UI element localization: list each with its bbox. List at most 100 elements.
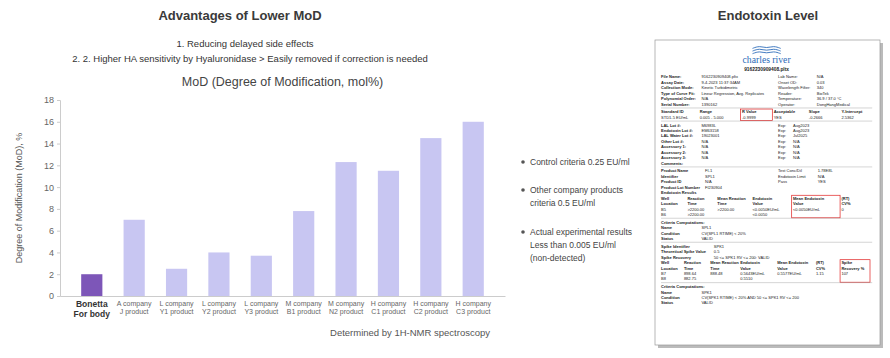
report-cell: -0.2666 <box>809 115 823 120</box>
report-cell: 0.5 <box>714 249 720 254</box>
report-cell: Temperature: <box>778 96 802 101</box>
chart-title: MoD (Degree of Modification, mol%) <box>182 75 383 89</box>
report-cell: N/A <box>701 139 708 144</box>
advantage-item: 2. 2. Higher HA sensitivity by Hyaluroni… <box>72 53 428 64</box>
report-cell: STD1-5 EU/mL <box>661 115 689 120</box>
tick-label-line: L company <box>160 300 194 308</box>
report-cell: Jul2025 <box>793 133 808 138</box>
report-cell: Theoretical Spike Value <box>661 249 707 254</box>
logo: charles river <box>743 54 792 65</box>
report-cell: Reader: <box>778 91 792 96</box>
report-cell: CV(SPL1 RTIME) < 20% <box>701 231 746 236</box>
report-cell: Accessory 1: <box>661 144 686 149</box>
report-cell: FI230904 <box>705 185 723 190</box>
report-header: (RT) <box>841 196 850 201</box>
report-cell: Endotoxin Lot #: <box>661 128 693 133</box>
report-cell: N/A <box>817 74 824 79</box>
report-cell: Pass <box>778 179 787 184</box>
report-cell: 9162230909408.pltx <box>701 74 738 79</box>
report-cell: SPL1 <box>705 174 716 179</box>
report-cell: Endotoxin Results <box>661 190 697 195</box>
report-cell: Accessory 3: <box>661 155 686 160</box>
report-cell: Product Name <box>661 168 689 173</box>
y-tick: 2 <box>49 270 60 280</box>
report-cell: YES <box>818 179 826 184</box>
x-tick: BonettaFor body <box>74 299 111 319</box>
report-header: Slope <box>809 109 821 114</box>
report-header: Reaction <box>684 260 702 265</box>
report: charles river 9162230909408.pltx File Name… <box>661 47 872 306</box>
report-cell: N/A <box>705 179 712 184</box>
report-header: Endotoxin <box>753 196 773 201</box>
report-header: Time <box>687 201 697 206</box>
x-tick: L companyY1 product <box>160 300 194 316</box>
report-header: Value <box>777 266 788 271</box>
tick-mark <box>57 252 60 253</box>
report-cell: Condition <box>661 295 680 300</box>
report-header: Reaction <box>687 196 705 201</box>
report-cell: File Name: <box>661 74 681 79</box>
report-cell: SPK1 <box>714 244 725 249</box>
tick-label: L companyY1 product <box>160 300 194 316</box>
report-cell: Operator: <box>778 102 795 107</box>
report-cell: Product Lot Number <box>661 185 700 190</box>
tick-label-line: M company <box>286 300 323 308</box>
bar <box>335 162 356 296</box>
y-tick: 6 <box>49 226 60 236</box>
report-cell: 0.03 <box>817 80 826 85</box>
report-header: CV% <box>841 201 851 206</box>
tick-label: M companyN2 product <box>328 300 365 316</box>
report-header: Y-Intercept <box>841 109 862 114</box>
report-header: Location <box>661 266 678 271</box>
separator <box>661 107 872 108</box>
report-box <box>655 40 880 345</box>
bar <box>251 256 272 296</box>
report-cell: Polynomial Order: <box>661 96 696 101</box>
report-cell: Status <box>661 236 674 241</box>
bullet-dot <box>521 230 525 234</box>
heading: Endotoxin Level <box>718 8 818 23</box>
tick-label: L companyY2 product <box>202 300 236 316</box>
report-cell: Criteria Computations: <box>661 284 705 289</box>
report-cell: Exp: <box>778 155 786 160</box>
report-cell: >2200.00 <box>717 207 735 212</box>
report-cell: M6983L <box>701 123 716 128</box>
y-tick: 18 <box>44 95 60 105</box>
tick-label: 4 <box>49 248 54 258</box>
report-header: Mean Endotoxin <box>793 196 825 201</box>
report-cell: 0.005 - 5.000 <box>700 115 725 120</box>
tick-label-line: Bonetta <box>76 299 108 309</box>
tick-label: 12 <box>44 161 54 171</box>
tick-label-line: M company <box>328 300 365 308</box>
report-cell: Status <box>661 300 674 305</box>
report-cell: 19023001 <box>701 133 720 138</box>
report-cell: 882.75 <box>684 276 697 281</box>
logo-wave <box>753 47 781 49</box>
report-cell: B6 <box>661 212 667 217</box>
report-header: Time <box>684 266 694 271</box>
report-header: Recovery % <box>841 266 864 271</box>
bullet-text: Control criteria 0.25 EU/ml <box>530 157 630 167</box>
report-cell: Spike Identifier <box>661 244 690 249</box>
report-cell: Exp: <box>778 150 786 155</box>
axis-title: Degree of Modification (MoD), % <box>14 133 24 264</box>
report-cell: N/A <box>701 96 708 101</box>
bars <box>81 122 484 296</box>
y-tick: 8 <box>49 204 60 214</box>
separator <box>661 218 872 219</box>
report-cell: Exp: <box>778 123 786 128</box>
report-cell: 1.15 <box>816 271 825 276</box>
y-tick: 10 <box>44 182 60 192</box>
report-cell: <0.0050EU/mL <box>793 207 821 212</box>
report-header: Range <box>700 109 713 114</box>
tick-label-line: A company <box>117 300 152 308</box>
bullet-dot <box>521 160 525 164</box>
report-cell: Onset OD: <box>778 80 797 85</box>
tick-label: L companyY3 product <box>244 300 278 316</box>
highlight-box <box>741 109 773 121</box>
x-tick: L companyY2 product <box>202 300 236 316</box>
report-cell: VALID <box>701 236 712 241</box>
bar <box>293 211 314 296</box>
report-cell: 0 <box>841 207 844 212</box>
y-tick: 12 <box>44 161 60 171</box>
